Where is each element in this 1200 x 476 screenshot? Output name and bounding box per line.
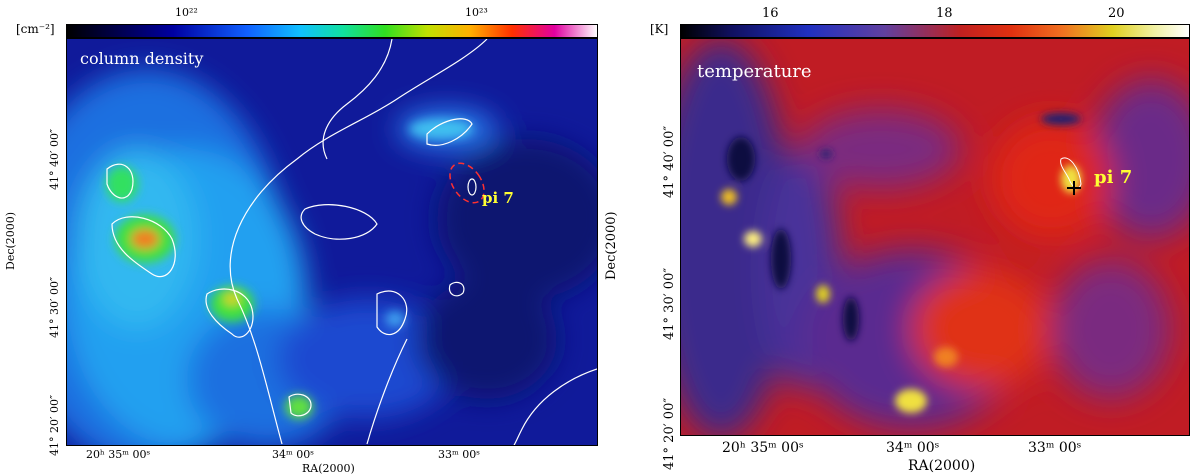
- x-axis-title: RA(2000): [302, 462, 355, 475]
- x-tick-label: 20ʰ 35ᵐ 00ˢ: [722, 440, 804, 456]
- x-tick-label: 33ᵐ 00ˢ: [1028, 440, 1082, 456]
- column-density-map: column density pi 7: [66, 38, 598, 446]
- pi7-contour: [467, 178, 477, 196]
- column-density-panel: [cm⁻²] 10²² 10²³: [4, 6, 598, 475]
- map-title: temperature: [697, 61, 812, 82]
- y-axis-title: Dec(2000): [4, 211, 17, 270]
- x-tick-label: 20ʰ 35ᵐ 00ˢ: [86, 448, 151, 461]
- colorbar-tick-16: 16: [762, 6, 779, 21]
- colorbar-unit: [cm⁻²]: [16, 22, 55, 36]
- source-label-pi7: pi 7: [482, 189, 514, 207]
- x-axis-title: RA(2000): [908, 458, 976, 474]
- temperature-panel: [K] 16 18 20: [600, 0, 1200, 476]
- colorbar-unit: [K]: [650, 22, 669, 36]
- y-tick-label: 41° 30′ 00″: [48, 276, 61, 338]
- y-tick-label: 41° 30′ 00″: [662, 267, 677, 340]
- source-label-pi7: pi 7: [1094, 167, 1133, 188]
- y-tick-label: 41° 40′ 00″: [662, 125, 677, 198]
- y-tick-label: 41° 40′ 00″: [48, 128, 61, 190]
- x-tick-label: 34ᵐ 00ˢ: [886, 440, 940, 456]
- colorbar-tick-20: 20: [1108, 6, 1125, 21]
- x-tick-label: 34ᵐ 00ˢ: [272, 448, 314, 461]
- temperature-map: temperature pi 7: [680, 38, 1190, 436]
- temperature-image: [681, 39, 1189, 435]
- x-tick-label: 33ᵐ 00ˢ: [438, 448, 480, 461]
- column-density-colorbar: [66, 24, 598, 38]
- colorbar-tick-1e23: 10²³: [465, 6, 488, 19]
- y-tick-label: 41° 20′ 00″: [662, 397, 677, 470]
- temperature-colorbar: [680, 24, 1190, 38]
- y-axis-title: Dec(2000): [604, 211, 619, 280]
- colorbar-tick-18: 18: [936, 6, 953, 21]
- y-tick-label: 41° 20′ 00″: [48, 394, 61, 456]
- pi7-aperture-ellipse: [449, 162, 485, 204]
- pi7-marker-cross: [1067, 181, 1081, 195]
- map-title: column density: [80, 49, 204, 68]
- column-density-image: [67, 39, 597, 445]
- colorbar-tick-1e22: 10²²: [175, 6, 198, 19]
